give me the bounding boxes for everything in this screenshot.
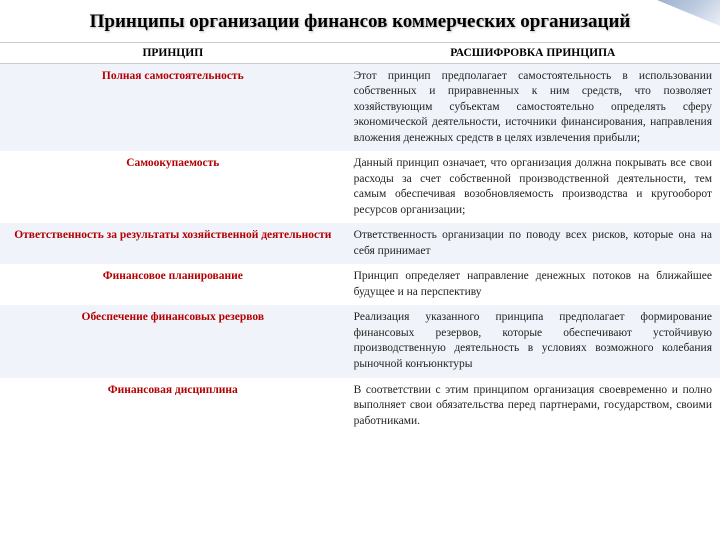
principle-cell: Финансовое планирование <box>0 264 346 305</box>
principles-table: ПРИНЦИП РАСШИФРОВКА ПРИНЦИПА Полная само… <box>0 42 720 434</box>
description-cell: Данный принцип означает, что организация… <box>346 151 720 223</box>
description-cell: Реализация указанного принципа предполаг… <box>346 305 720 377</box>
principle-cell: Обеспечение финансовых резервов <box>0 305 346 377</box>
table-row: СамоокупаемостьДанный принцип означает, … <box>0 151 720 223</box>
table-header-row: ПРИНЦИП РАСШИФРОВКА ПРИНЦИПА <box>0 42 720 63</box>
description-cell: Этот принцип предполагает самостоятельно… <box>346 63 720 151</box>
description-cell: В соответствии с этим принципом организа… <box>346 378 720 435</box>
header-description: РАСШИФРОВКА ПРИНЦИПА <box>346 42 720 63</box>
table-row: Финансовая дисциплина В соответствии с э… <box>0 378 720 435</box>
principle-cell: Самоокупаемость <box>0 151 346 223</box>
header-principle: ПРИНЦИП <box>0 42 346 63</box>
principle-cell: Полная самостоятельность <box>0 63 346 151</box>
description-cell: Ответственность организации по поводу вс… <box>346 223 720 264</box>
principle-cell: Финансовая дисциплина <box>0 378 346 435</box>
table-row: Обеспечение финансовых резервовРеализаци… <box>0 305 720 377</box>
description-cell: Принцип определяет направление денежных … <box>346 264 720 305</box>
table-row: Ответственность за результаты хозяйствен… <box>0 223 720 264</box>
table-row: Финансовое планирование Принцип определя… <box>0 264 720 305</box>
principle-cell: Ответственность за результаты хозяйствен… <box>0 223 346 264</box>
table-row: Полная самостоятельностьЭтот принцип пре… <box>0 63 720 151</box>
page-title: Принципы организации финансов коммерческ… <box>0 0 720 42</box>
